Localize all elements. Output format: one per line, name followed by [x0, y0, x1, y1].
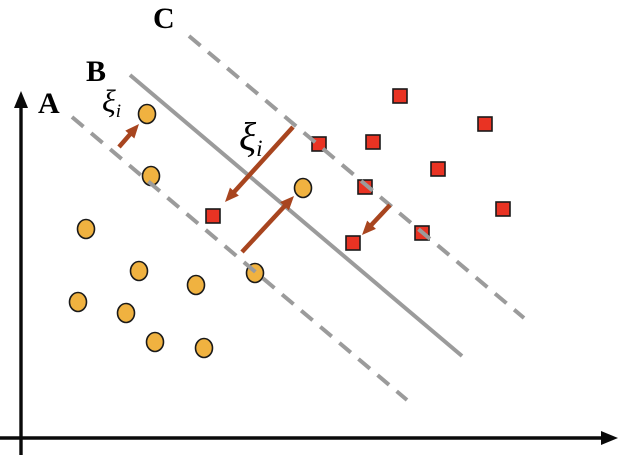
slack-arrow-arrowhead-icon: [362, 220, 376, 235]
square-class-point: [477, 116, 493, 132]
slack-arrow: [117, 124, 139, 149]
slack-arrows-layer: [117, 124, 392, 254]
y-axis-arrowhead-icon: [14, 91, 28, 108]
slack-arrow-arrowhead-icon: [125, 124, 139, 139]
axes-layer: [0, 91, 618, 455]
margin-line-C: [187, 34, 526, 320]
slack-arrow-shaft: [369, 203, 392, 228]
slack-arrow-shaft: [240, 203, 287, 254]
square-class-point: [345, 235, 361, 251]
circle-class-point: [68, 291, 88, 313]
slack-arrow-arrowhead-icon: [225, 187, 239, 202]
slack-arrow: [362, 203, 392, 235]
circle-class-point: [186, 274, 206, 296]
circle-class-point: [129, 260, 149, 282]
decision-boundary-line-B: [128, 73, 464, 358]
x-axis-arrowhead-icon: [601, 431, 618, 445]
boundary-lines-layer: [70, 34, 526, 402]
square-class-point: [430, 161, 446, 177]
circle-class-point: [145, 331, 165, 353]
slack-variable-label: ξi: [239, 114, 263, 161]
x-axis: [0, 431, 618, 445]
margin-line-A: [70, 115, 409, 402]
y-axis: [14, 91, 28, 455]
circle-class-point: [137, 103, 157, 125]
line-label-B: B: [86, 55, 106, 88]
slack-arrow-shaft: [232, 125, 295, 194]
slack-arrow-arrowhead-icon: [280, 196, 294, 211]
square-class-point: [205, 208, 221, 224]
circle-class-point: [116, 302, 136, 324]
labels-layer: AB Cξi ξi: [38, 2, 263, 161]
slack-variable-label: ξi: [102, 83, 121, 122]
slack-arrow: [225, 125, 295, 202]
square-class-point: [365, 134, 381, 150]
data-points-layer: [68, 88, 511, 359]
slack-arrow-shaft: [117, 132, 133, 149]
square-class-point: [392, 88, 408, 104]
slack-arrow: [240, 196, 294, 254]
line-label-A: A: [38, 87, 60, 120]
circle-class-point: [194, 337, 214, 359]
square-class-point: [495, 201, 511, 217]
circle-class-point: [76, 218, 96, 240]
line-label-C: C: [153, 2, 175, 35]
circle-class-point: [293, 177, 313, 199]
